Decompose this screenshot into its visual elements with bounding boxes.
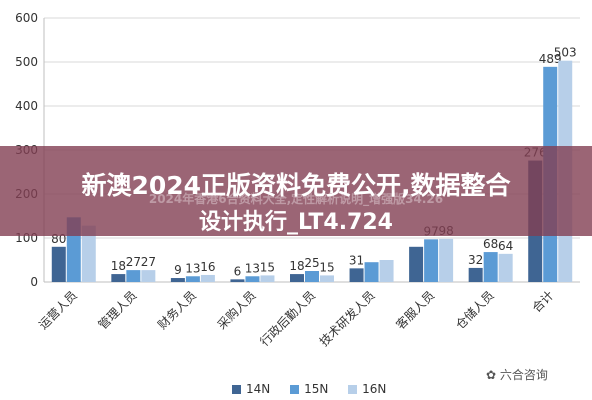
data-label: 16 [200,260,215,274]
x-tick-label: 合计 [529,288,557,316]
bar [126,270,141,282]
x-tick-label: 客服人员 [393,288,438,333]
bar [51,246,66,282]
bar [468,267,483,282]
banner-subtitle: 2024年香港6合资料大全,定性解析说明_增强版34.26 [148,192,444,206]
bar [141,270,156,282]
banner-title-line2: 设计执行_LT4.724 [199,210,393,235]
y-tick-label: 500 [15,55,38,69]
x-tick-label: 采购人员 [214,288,259,333]
banner-title-line1: 新澳2024正版资料免费公开,数据整合 [81,171,511,200]
x-tick-label: 财务人员 [154,288,199,333]
legend-label: 16N [362,382,387,396]
bar [245,276,260,282]
bar [379,260,394,282]
bar [260,275,275,282]
legend-item-16n: 16N [348,382,386,396]
legend-label: 14N [246,382,271,396]
x-tick-label: 运营人员 [36,288,80,332]
y-tick-label: 0 [30,275,38,289]
data-label: 18 [289,259,304,273]
data-label: 31 [349,253,364,267]
legend-label: 15N [304,382,329,396]
data-label: 9 [174,263,182,277]
data-label: 64 [498,239,513,253]
watermark: ✿ 六合咨询 [486,366,548,383]
legend-swatch [290,385,300,394]
bar [111,274,126,282]
data-label: 32 [468,253,483,267]
data-label: 15 [319,260,334,274]
overlay-banner [0,146,592,236]
data-label: 15 [260,260,275,274]
data-label: 489 [539,52,562,66]
bar [364,262,379,282]
y-tick-label: 600 [15,11,38,25]
bar [409,246,424,282]
data-label: 18 [111,259,126,273]
bar [230,279,245,282]
bar [305,271,319,282]
bar [483,252,498,282]
legend-swatch [232,385,241,394]
bar [81,225,96,282]
data-label: 68 [483,237,498,251]
x-tick-label: 仓储人员 [452,288,497,333]
bar [200,274,215,282]
bar [185,276,200,282]
data-label: 13 [185,261,200,275]
bar [290,274,304,282]
bar [349,268,364,282]
bar [320,275,334,282]
data-label: 13 [245,261,260,275]
legend-swatch [348,385,358,394]
watermark-label: 六合咨询 [499,368,548,382]
bar [439,238,454,282]
data-label: 6 [234,264,242,278]
chart-legend: 14N 15N 16N [232,382,402,396]
legend-item-15n: 15N [290,382,328,396]
wechat-icon: ✿ [486,368,500,382]
x-tick-label: 技术研发人员 [316,288,378,350]
data-label: 27 [141,255,156,269]
x-tick-label: 行政后勤人员 [257,288,318,349]
x-tick-label: 管理人员 [95,288,140,333]
bar [170,278,185,282]
legend-item-14n: 14N [232,382,270,396]
data-label: 27 [126,255,141,269]
bar [498,253,513,282]
y-tick-label: 400 [15,99,38,113]
data-label: 503 [554,46,577,60]
bar [424,239,439,282]
data-label: 25 [304,256,319,270]
